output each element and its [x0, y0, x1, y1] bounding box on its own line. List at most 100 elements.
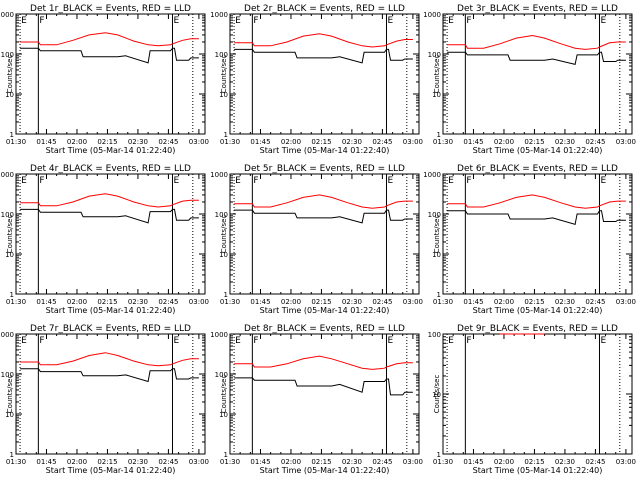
y-tick-label: 10	[432, 91, 441, 99]
x-tick-label: 03:00	[189, 138, 209, 146]
event-marker-label: E	[21, 16, 27, 26]
x-tick-label: 02:15	[524, 458, 544, 466]
x-tick-label: 02:00	[494, 298, 514, 306]
x-tick-label: 02:45	[158, 458, 178, 466]
x-axis-label: Start Time (05-Mar-14 01:22:40)	[260, 306, 390, 315]
x-tick-label: 02:00	[281, 298, 301, 306]
y-tick-label: 100	[428, 331, 441, 339]
y-tick-label: 1000	[210, 331, 228, 339]
y-tick-label: 1	[10, 451, 14, 459]
plot-frame	[442, 13, 633, 135]
x-tick-label: 02:15	[311, 298, 331, 306]
y-tick-label: 100	[1, 51, 14, 59]
x-tick-label: 01:30	[433, 458, 453, 466]
y-tick-label: 10	[432, 251, 441, 259]
x-tick-label: 01:45	[463, 138, 483, 146]
x-tick-label: 02:15	[311, 458, 331, 466]
event-marker-label: E	[173, 336, 179, 346]
series-lld-line	[20, 193, 199, 208]
x-tick-label: 02:30	[128, 298, 148, 306]
detector-panel-2: Det 2r_BLACK = Events, RED = LLD 1 10 100 10…	[210, 4, 423, 155]
x-tick-label: 03:00	[189, 298, 209, 306]
y-tick-label: 100	[215, 51, 228, 59]
plot-frame	[229, 173, 420, 295]
plot-frame	[15, 173, 206, 295]
y-tick-label: 1000	[423, 171, 441, 179]
panel-title: Det 8r_BLACK = Events, RED = LLD	[244, 324, 405, 334]
plot-frame	[229, 333, 420, 455]
event-marker-label: E	[235, 336, 241, 346]
y-tick-label: 1000	[0, 11, 14, 19]
x-tick-label: 01:30	[6, 458, 26, 466]
event-marker-label: F	[466, 16, 471, 26]
series-lld-line	[447, 194, 626, 209]
x-tick-label: 02:30	[128, 458, 148, 466]
y-axis-label: Counts/sec	[6, 55, 14, 94]
detector-panel-1: Det 1r_BLACK = Events, RED = LLD 1 10 100 10…	[0, 4, 209, 155]
x-axis-label: Start Time (05-Mar-14 01:22:40)	[46, 466, 176, 475]
y-tick-label: 10	[219, 251, 228, 259]
y-tick-label: 10	[5, 251, 14, 259]
series-lld-line	[20, 352, 199, 367]
x-axis-label: Start Time (05-Mar-14 01:22:40)	[473, 466, 603, 475]
series-events-line	[20, 208, 199, 224]
x-tick-label: 02:30	[555, 458, 575, 466]
x-tick-label: 02:00	[67, 458, 87, 466]
y-axis-label: Counts/sec	[220, 375, 228, 414]
x-tick-label: 02:15	[524, 138, 544, 146]
x-tick-label: 01:30	[6, 298, 26, 306]
y-tick-label: 10	[5, 91, 14, 99]
event-marker-label: E	[600, 176, 606, 186]
panel-title: Det 7r_BLACK = Events, RED = LLD	[30, 324, 191, 334]
x-tick-label: 01:45	[36, 458, 56, 466]
detector-panel-9: Det 9r_BLACK = Events, RED = LLD 1 10 100 01…	[428, 324, 636, 475]
series-events-line	[447, 51, 626, 66]
y-tick-label: 100	[215, 211, 228, 219]
plot-frame	[229, 13, 420, 135]
x-tick-label: 02:45	[158, 138, 178, 146]
y-tick-label: 1	[437, 131, 441, 139]
event-marker-label: E	[173, 16, 179, 26]
plot-frame	[15, 13, 206, 135]
event-marker-label: E	[600, 336, 606, 346]
x-axis-label: Start Time (05-Mar-14 01:22:40)	[260, 146, 390, 155]
y-axis-label: Counts/sec	[220, 55, 228, 94]
x-tick-label: 01:30	[433, 298, 453, 306]
x-tick-label: 02:30	[342, 298, 362, 306]
series-events-line	[20, 47, 199, 64]
x-tick-label: 02:15	[97, 298, 117, 306]
y-tick-label: 1	[437, 451, 441, 459]
y-tick-label: 10	[432, 391, 441, 399]
x-tick-label: 02:30	[342, 138, 362, 146]
panel-title: Det 3r_BLACK = Events, RED = LLD	[457, 4, 618, 14]
y-tick-label: 100	[428, 211, 441, 219]
x-tick-label: 02:30	[555, 138, 575, 146]
x-tick-label: 02:45	[372, 138, 392, 146]
y-tick-label: 100	[1, 211, 14, 219]
y-tick-label: 1	[224, 131, 228, 139]
plot-frame	[15, 333, 206, 455]
y-tick-label: 1000	[0, 331, 14, 339]
x-tick-label: 02:00	[494, 458, 514, 466]
event-marker-label: E	[235, 16, 241, 26]
x-tick-label: 02:30	[555, 298, 575, 306]
y-tick-label: 1	[10, 131, 14, 139]
plot-frame	[442, 333, 633, 455]
x-tick-label: 02:45	[585, 458, 605, 466]
x-axis-label: Start Time (05-Mar-14 01:22:40)	[473, 146, 603, 155]
event-marker-label: F	[253, 336, 258, 346]
x-tick-label: 03:00	[403, 458, 423, 466]
y-axis-label: Counts/sec	[220, 215, 228, 254]
panel-title: Det 6r_BLACK = Events, RED = LLD	[457, 164, 618, 174]
x-tick-label: 01:45	[250, 138, 270, 146]
x-tick-label: 02:15	[97, 138, 117, 146]
x-tick-label: 03:00	[616, 298, 636, 306]
y-axis-label: Counts/sec	[6, 215, 14, 254]
x-tick-label: 01:30	[220, 458, 240, 466]
series-lld-line	[234, 33, 413, 48]
x-tick-label: 01:30	[220, 298, 240, 306]
y-tick-label: 100	[215, 371, 228, 379]
x-axis-label: Start Time (05-Mar-14 01:22:40)	[46, 306, 176, 315]
y-tick-label: 10	[219, 411, 228, 419]
y-tick-label: 1	[224, 291, 228, 299]
